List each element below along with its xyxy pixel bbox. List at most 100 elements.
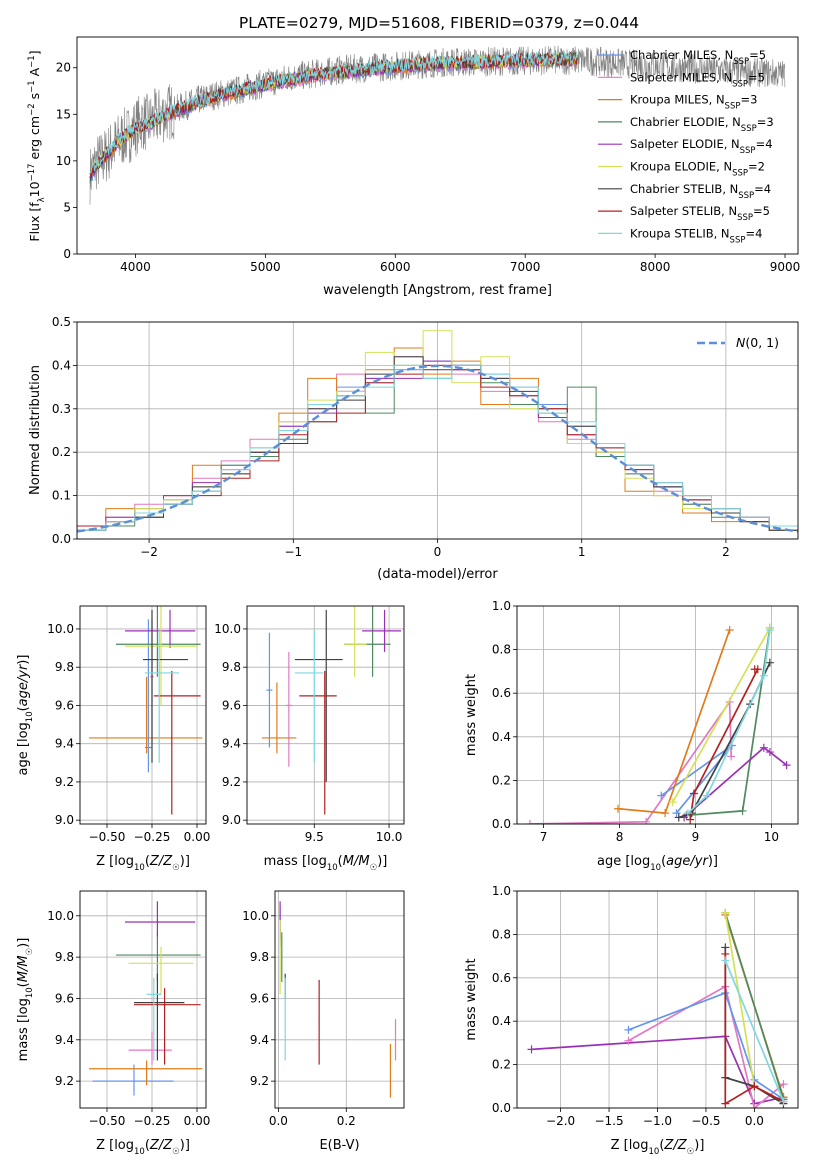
weight-marker — [721, 908, 730, 917]
y-tick-label: 0.8 — [492, 643, 511, 657]
plot-frame — [76, 36, 799, 255]
massweight_vs_age-x-label: age [log10(age/yr)] — [597, 854, 718, 873]
mass_vs_EBV-axes: 0.0 0.2 9.2 9.4 9.6 9.8 10.0 E(B-V) — [242, 890, 405, 1153]
legend-label-6: Chabrier STELIB, NSSP=4 — [630, 182, 771, 201]
errorbar-point-2 — [389, 1043, 392, 1098]
x-tick-label: 0.2 — [337, 1114, 356, 1128]
weight-marker — [657, 791, 666, 800]
weight-marker — [661, 809, 670, 818]
x-tick-label: −1.0 — [643, 1114, 672, 1128]
y-tick-label: 0.4 — [52, 358, 71, 372]
weight-marker — [750, 1082, 759, 1091]
weight-marker — [614, 804, 623, 813]
mass_vs_Z-y-label: mass [log10(M/M☉)] — [16, 938, 35, 1062]
weight-line-2 — [617, 629, 731, 815]
y-tick-label: 9.4 — [55, 737, 74, 751]
legend-label-normal: N(0, 1) — [736, 335, 779, 350]
weight-line-2 — [628, 991, 784, 1101]
weight-marker — [674, 813, 683, 822]
y-tick-label: 0.0 — [492, 817, 511, 831]
plot-frame — [76, 321, 799, 540]
y-tick-label: 9.4 — [250, 1033, 269, 1047]
errorbar-point-7 — [299, 671, 337, 815]
x-tick-label: −0.25 — [134, 830, 171, 844]
y-tick-label: 1.0 — [492, 884, 511, 898]
weight-marker — [765, 748, 774, 757]
y-tick-label: 9.2 — [55, 775, 74, 789]
y-tick-label: 9.4 — [55, 1033, 74, 1047]
age_vs_Z-axes: −0.50 −0.25 0.00 9.0 9.2 9.4 9.6 9.8 10.0 Z [log1… — [16, 605, 211, 873]
age_vs_Z-y-label: age [log10(age/yr)] — [16, 655, 35, 776]
figure-title: PLATE=0279, MJD=51608, FIBERID=0379, z=0… — [239, 14, 639, 32]
residuals-axes: −2 −1 0 1 2 0.0 0.1 0.2 0.3 0.4 0.5 N(0, 1) (data-mo… — [28, 315, 799, 582]
x-tick-label: 0.00 — [184, 1114, 211, 1128]
errorbar-point-3 — [281, 932, 283, 982]
y-tick-label: 0.0 — [52, 532, 71, 546]
x-tick-label: 9.5 — [305, 830, 324, 844]
errorbar-point-1 — [285, 651, 292, 767]
y-tick-label: 9.8 — [55, 950, 74, 964]
weight-marker — [750, 1104, 759, 1108]
weight-marker — [525, 820, 534, 824]
y-tick-label: 9.0 — [222, 813, 241, 827]
y-tick-label: 0.0 — [492, 1101, 511, 1115]
spectrum-axes: 4000 5000 6000 7000 8000 9000 0 5 10 15 20 Chabrier… — [27, 36, 800, 298]
weight-marker — [624, 1025, 633, 1034]
errorbar-point-7 — [134, 988, 201, 1065]
y-tick-label: 15 — [56, 107, 71, 121]
y-tick-label: 0.4 — [492, 730, 511, 744]
errorbar-point-8 — [294, 628, 324, 763]
errorbar-point-1 — [394, 1019, 397, 1061]
legend-label-7: Salpeter STELIB, NSSP=5 — [630, 204, 770, 223]
y-tick-label: 0.6 — [492, 686, 511, 700]
x-tick-label: 0.00 — [184, 830, 211, 844]
legend-label-5: Kroupa ELODIE, NSSP=2 — [630, 160, 765, 179]
massweight_vs_age-axes: 7 8 9 10 0.0 0.2 0.4 0.6 0.8 1.0 age [log10(age/yr… — [464, 599, 799, 873]
plot-frame — [274, 890, 405, 1109]
x-tick-label: −1.5 — [594, 1114, 623, 1128]
x-tick-label: 0 — [434, 545, 442, 559]
y-tick-label: 9.0 — [55, 813, 74, 827]
y-tick-label: 0.4 — [492, 1014, 511, 1028]
x-tick-label: 4000 — [120, 260, 151, 274]
x-tick-label: 0.0 — [745, 1114, 764, 1128]
y-tick-label: 9.8 — [250, 950, 269, 964]
y-tick-label: 9.6 — [55, 698, 74, 712]
weight-line-5 — [671, 627, 771, 803]
errorbar-point-6 — [134, 973, 185, 1061]
y-tick-label: 0.2 — [492, 1058, 511, 1072]
y-tick-label: 0.2 — [492, 773, 511, 787]
mass_vs_Z-x-label: Z [log10(Z/Z☉)] — [96, 1138, 190, 1157]
weight-marker — [642, 817, 651, 824]
weight-marker — [683, 809, 692, 818]
massweight_vs_age-data — [525, 623, 791, 824]
age_vs_mass-axes: 9.5 10.0 9.0 9.2 9.4 9.6 9.8 10.0 mass [log10(M/… — [214, 605, 405, 873]
weight-line-5 — [724, 912, 756, 1087]
weight-marker — [779, 1080, 788, 1089]
weight-line-3 — [686, 627, 771, 817]
errorbar-point-5 — [344, 606, 367, 677]
age_vs_mass-data — [261, 606, 402, 815]
x-tick-label: −0.25 — [134, 1114, 171, 1128]
weight-marker — [721, 956, 730, 965]
x-tick-label: 5000 — [250, 260, 281, 274]
errorbar-point-0 — [92, 1064, 174, 1096]
age_vs_Z-x-label: Z [log10(Z/Z☉)] — [96, 854, 190, 873]
y-tick-label: 0.3 — [52, 402, 71, 416]
errorbar-point-2 — [89, 1060, 203, 1086]
errorbar-point-5 — [125, 606, 197, 706]
errorbar-point-2 — [261, 682, 297, 754]
legend-label-8: Kroupa STELIB, NSSP=4 — [630, 226, 762, 245]
spectrum-x-label: wavelength [Angstrom, rest frame] — [323, 283, 552, 298]
x-tick-label: 6000 — [380, 260, 411, 274]
errorbar-point-0 — [144, 619, 152, 773]
legend-label-0: Chabrier MILES, NSSP=5 — [630, 48, 766, 67]
y-tick-label: 9.6 — [250, 991, 269, 1005]
errorbar-point-1 — [128, 1031, 172, 1065]
y-tick-label: 9.2 — [55, 1074, 74, 1088]
mass_vs_Z-data — [89, 901, 203, 1096]
weight-marker — [672, 809, 681, 818]
y-tick-label: 0.8 — [492, 927, 511, 941]
y-tick-label: 10.0 — [47, 622, 74, 636]
